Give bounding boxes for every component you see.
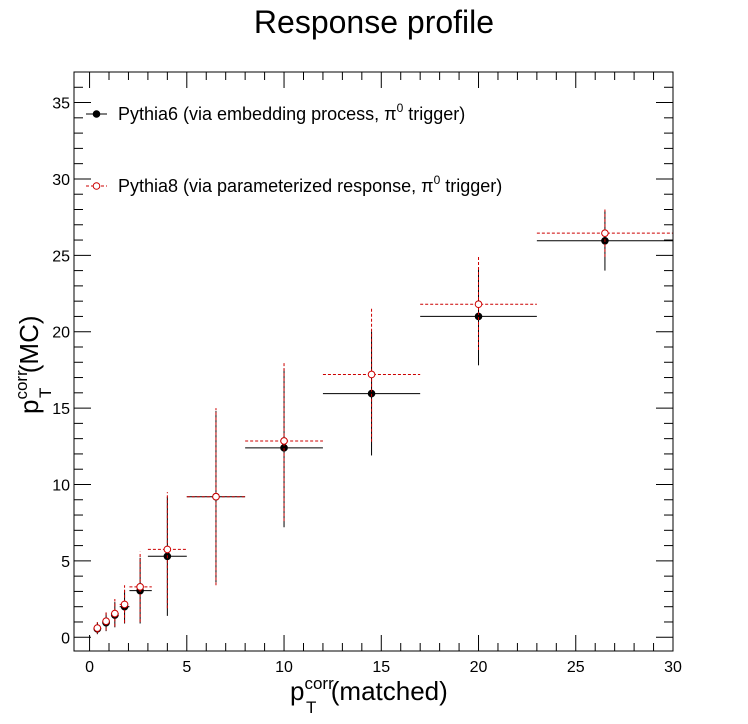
y-tick-label: 30 (52, 172, 70, 189)
x-axis-label-subscript: T (306, 698, 316, 717)
legend-entry-pythia6: Pythia6 (via embedding process, π0 trigg… (86, 101, 465, 124)
data-point (212, 492, 220, 501)
series-pythia8 (93, 209, 673, 634)
data-point (120, 600, 129, 609)
legend-entry-pythia8: Pythia8 (via parameterized response, π0 … (86, 173, 502, 196)
data-point (367, 370, 376, 379)
y-axis-label-group: pcorr(MC) T (12, 315, 55, 414)
x-tick-label: 10 (275, 659, 293, 676)
y-tick-label: 35 (52, 96, 70, 113)
x-tick-label: 30 (664, 659, 682, 676)
y-axis-label: pcorr(MC) (12, 315, 44, 414)
y-tick-label: 5 (61, 554, 70, 571)
y-axis-label-subscript: T (36, 388, 55, 398)
series-pythia6 (93, 211, 673, 635)
legend-label-pythia8: Pythia8 (via parameterized response, π0 … (118, 173, 502, 196)
data-point (474, 300, 483, 309)
data-series (93, 209, 673, 635)
legend: Pythia6 (via embedding process, π0 trigg… (86, 101, 502, 196)
x-tick-label: 5 (182, 659, 191, 676)
data-point (93, 624, 102, 632)
data-point (601, 229, 609, 237)
y-tick-label: 25 (52, 248, 70, 265)
x-tick-label: 0 (85, 659, 94, 676)
data-point (136, 583, 144, 591)
y-tick-label: 10 (52, 477, 70, 494)
y-tick-label: 15 (52, 401, 70, 418)
x-axis-label: pcorr(matched) (290, 674, 448, 706)
x-tick-label: 15 (372, 659, 390, 676)
x-tick-label: 20 (470, 659, 488, 676)
y-axis-ticks: 0 5 10 15 20 25 30 35 (52, 86, 673, 647)
data-point (163, 545, 172, 554)
data-point (280, 437, 288, 445)
y-tick-label: 0 (61, 630, 70, 647)
x-tick-label: 25 (567, 659, 585, 676)
data-point (111, 609, 119, 618)
y-tick-label: 20 (52, 325, 70, 342)
plot-frame (73, 71, 674, 652)
chart-title: Response profile (254, 4, 494, 40)
legend-label-pythia6: Pythia6 (via embedding process, π0 trigg… (118, 101, 465, 124)
data-point (102, 617, 110, 626)
